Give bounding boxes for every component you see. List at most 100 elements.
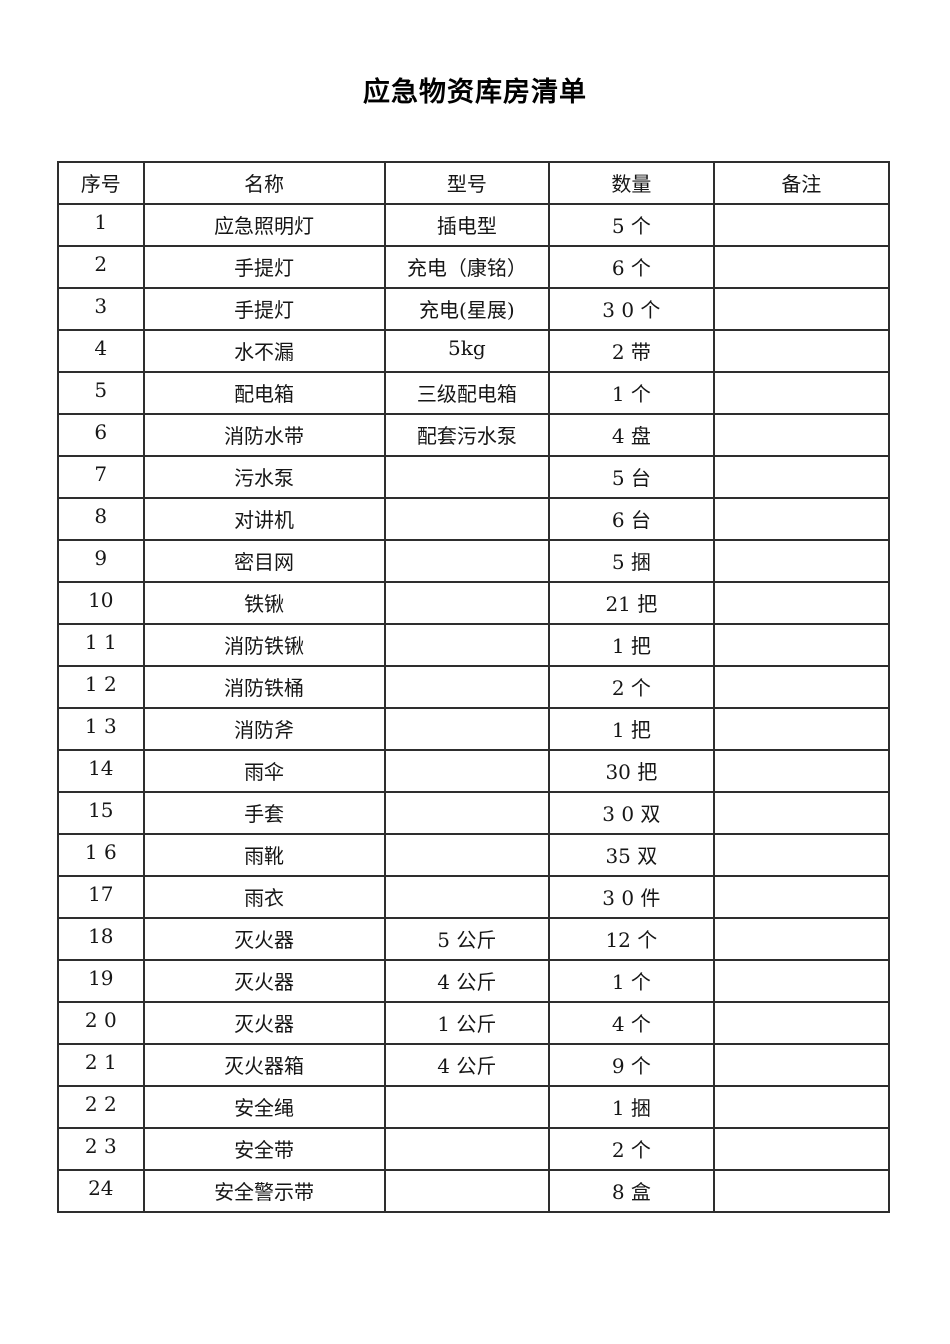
cell-name: 雨衣 [142,875,386,919]
cell-model: 4 公斤 [383,1043,551,1087]
cell-qty: 9 个 [548,1043,715,1087]
table-row: 8 对讲机 6 台 [57,497,891,541]
cell-no: 3 [57,287,145,331]
cell-no: 8 [57,497,145,541]
cell-name: 铁锹 [142,581,386,625]
table-row: 1 6 雨靴 35 双 [57,833,891,877]
table-row: 2 0 灭火器 1 公斤 4 个 [57,1001,891,1045]
table-row: 3 手提灯 充电(星展) 3 0 个 [57,287,891,331]
cell-name: 灭火器 [142,917,386,961]
table-row: 9 密目网 5 捆 [57,539,891,583]
cell-name: 灭火器 [142,959,386,1003]
cell-model [383,875,551,919]
cell-no: 2 3 [57,1127,145,1171]
cell-qty: 6 台 [548,497,715,541]
table-row: 14 雨伞 30 把 [57,749,891,793]
cell-qty: 3 0 双 [548,791,715,835]
table-row: 18 灭火器 5 公斤 12 个 [57,917,891,961]
cell-name: 对讲机 [142,497,386,541]
cell-name: 消防铁桶 [142,665,386,709]
cell-model [383,497,551,541]
cell-name: 灭火器 [142,1001,386,1045]
cell-qty: 1 个 [548,959,715,1003]
cell-no: 2 1 [57,1043,145,1087]
table-row: 15 手套 3 0 双 [57,791,891,835]
cell-remark [712,623,891,667]
cell-no: 1 6 [57,833,145,877]
column-header-qty: 数量 [548,161,715,205]
cell-qty: 3 0 件 [548,875,715,919]
cell-model [383,1169,551,1213]
cell-no: 19 [57,959,145,1003]
column-header-remark: 备注 [712,161,891,205]
cell-model: 充电（康铭） [383,245,551,289]
table-row: 6 消防水带 配套污水泵 4 盘 [57,413,891,457]
table-row: 1 应急照明灯 插电型 5 个 [57,203,891,247]
cell-remark [712,833,891,877]
cell-remark [712,203,891,247]
cell-qty: 5 捆 [548,539,715,583]
cell-model: 1 公斤 [383,1001,551,1045]
cell-remark [712,1127,891,1171]
cell-qty: 1 捆 [548,1085,715,1129]
cell-qty: 35 双 [548,833,715,877]
cell-no: 15 [57,791,145,835]
cell-qty: 12 个 [548,917,715,961]
cell-remark [712,287,891,331]
cell-no: 24 [57,1169,145,1213]
cell-model [383,707,551,751]
cell-name: 消防斧 [142,707,386,751]
cell-model [383,539,551,583]
cell-qty: 3 0 个 [548,287,715,331]
cell-model [383,833,551,877]
cell-remark [712,707,891,751]
cell-name: 消防水带 [142,413,386,457]
cell-name: 水不漏 [142,329,386,373]
inventory-table: 序号 名称 型号 数量 备注 1 应急照明灯 插电型 5 个 2 手提灯 充电（康铭） 6 个 3 手提灯… [57,161,891,1213]
column-header-no: 序号 [57,161,145,205]
cell-qty: 1 个 [548,371,715,415]
cell-no: 18 [57,917,145,961]
cell-qty: 2 带 [548,329,715,373]
cell-model [383,1085,551,1129]
table-row: 2 3 安全带 2 个 [57,1127,891,1171]
cell-remark [712,875,891,919]
table-row: 1 3 消防斧 1 把 [57,707,891,751]
cell-model [383,1127,551,1171]
cell-remark [712,1085,891,1129]
cell-name: 密目网 [142,539,386,583]
cell-remark [712,413,891,457]
cell-model: 插电型 [383,203,551,247]
table-row: 2 手提灯 充电（康铭） 6 个 [57,245,891,289]
table-row: 2 2 安全绳 1 捆 [57,1085,891,1129]
table-row: 24 安全警示带 8 盒 [57,1169,891,1213]
cell-remark [712,581,891,625]
table-row: 19 灭火器 4 公斤 1 个 [57,959,891,1003]
cell-qty: 2 个 [548,665,715,709]
cell-qty: 5 台 [548,455,715,499]
cell-model: 4 公斤 [383,959,551,1003]
cell-qty: 4 个 [548,1001,715,1045]
cell-name: 配电箱 [142,371,386,415]
cell-no: 17 [57,875,145,919]
cell-remark [712,497,891,541]
cell-remark [712,665,891,709]
cell-model: 5 公斤 [383,917,551,961]
cell-model: 配套污水泵 [383,413,551,457]
table-row: 17 雨衣 3 0 件 [57,875,891,919]
table-row: 7 污水泵 5 台 [57,455,891,499]
cell-model [383,791,551,835]
cell-no: 14 [57,749,145,793]
cell-qty: 2 个 [548,1127,715,1171]
cell-qty: 8 盒 [548,1169,715,1213]
cell-remark [712,1001,891,1045]
cell-qty: 4 盘 [548,413,715,457]
cell-no: 4 [57,329,145,373]
cell-no: 2 0 [57,1001,145,1045]
cell-qty: 30 把 [548,749,715,793]
cell-name: 污水泵 [142,455,386,499]
cell-no: 9 [57,539,145,583]
cell-remark [712,749,891,793]
cell-qty: 1 把 [548,707,715,751]
